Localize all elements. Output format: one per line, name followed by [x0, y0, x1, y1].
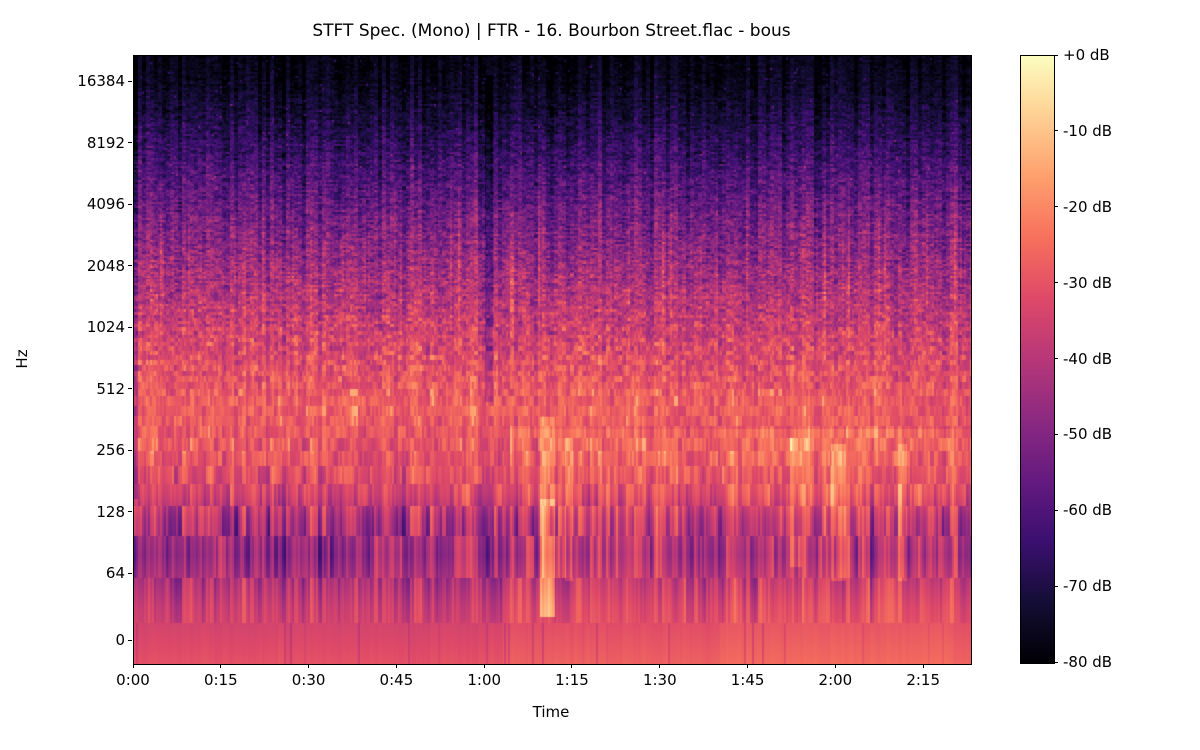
y-tick-mark [128, 572, 132, 574]
x-tick-label: 0:00 [116, 671, 150, 689]
y-tick-label: 4096 [86, 195, 125, 214]
y-tick-label: 1024 [86, 318, 125, 337]
y-tick-mark [128, 511, 132, 513]
x-tick-mark [834, 664, 836, 668]
colorbar-tick-mark [1054, 509, 1058, 511]
y-tick-label: 64 [105, 564, 125, 583]
x-tick-mark [922, 664, 924, 668]
colorbar-tick-mark [1054, 54, 1058, 56]
colorbar-tick-mark [1054, 130, 1058, 132]
y-tick-mark [128, 80, 132, 82]
colorbar-tick-mark [1054, 206, 1058, 208]
x-tick-mark [132, 664, 134, 668]
y-tick-label: 512 [96, 379, 125, 398]
x-tick-label: 1:45 [730, 671, 765, 689]
y-tick-label: 128 [96, 502, 125, 521]
x-tick-mark [659, 664, 661, 668]
x-tick-label: 1:00 [467, 671, 502, 689]
y-tick-mark [128, 142, 132, 144]
colorbar-tick-label: -60 dB [1063, 501, 1113, 520]
x-tick-mark [571, 664, 573, 668]
colorbar-tick-label: -50 dB [1063, 425, 1113, 444]
plot-title: STFT Spec. (Mono) | FTR - 16. Bourbon St… [312, 21, 791, 41]
x-tick-mark [220, 664, 222, 668]
y-tick-mark [128, 388, 132, 390]
y-tick-label: 0 [115, 631, 125, 649]
colorbar [1020, 55, 1055, 664]
x-tick-mark [308, 664, 310, 668]
x-tick-label: 1:15 [555, 671, 589, 689]
colorbar-tick-label: -30 dB [1063, 273, 1113, 292]
x-tick-mark [395, 664, 397, 668]
colorbar-tick-mark [1054, 661, 1058, 663]
y-tick-label: 16384 [77, 72, 125, 91]
colorbar-tick-label: -10 dB [1063, 121, 1113, 140]
y-tick-mark [128, 265, 132, 267]
colorbar-tick-label: -40 dB [1063, 349, 1113, 368]
colorbar-tick-mark [1054, 282, 1058, 284]
y-tick-mark [128, 449, 132, 451]
x-tick-label: 0:30 [291, 671, 326, 689]
colorbar-tick-mark [1054, 433, 1058, 435]
colorbar-tick-label: +0 dB [1063, 46, 1110, 64]
y-tick-label: 8192 [86, 133, 125, 152]
y-tick-label: 256 [96, 441, 125, 460]
y-tick-mark [128, 326, 132, 328]
y-tick-label: 2048 [86, 256, 125, 275]
x-tick-mark [483, 664, 485, 668]
spectrogram-canvas [134, 56, 971, 664]
colorbar-canvas [1021, 56, 1054, 663]
x-axis-label: Time [532, 703, 570, 721]
x-tick-label: 0:15 [203, 671, 238, 689]
colorbar-tick-label: -70 dB [1063, 577, 1113, 596]
plot-area [133, 55, 972, 665]
colorbar-tick-label: -20 dB [1063, 197, 1113, 216]
x-tick-label: 1:30 [642, 671, 677, 689]
colorbar-tick-label: -80 dB [1063, 653, 1113, 671]
y-tick-mark [128, 203, 132, 205]
y-tick-mark [128, 639, 132, 641]
x-tick-label: 2:15 [906, 671, 941, 689]
x-tick-label: 2:00 [818, 671, 853, 689]
colorbar-tick-mark [1054, 585, 1058, 587]
colorbar-tick-mark [1054, 358, 1058, 359]
x-tick-mark [747, 664, 749, 668]
x-tick-label: 0:45 [379, 671, 414, 689]
y-axis-label: Hz [13, 349, 31, 369]
